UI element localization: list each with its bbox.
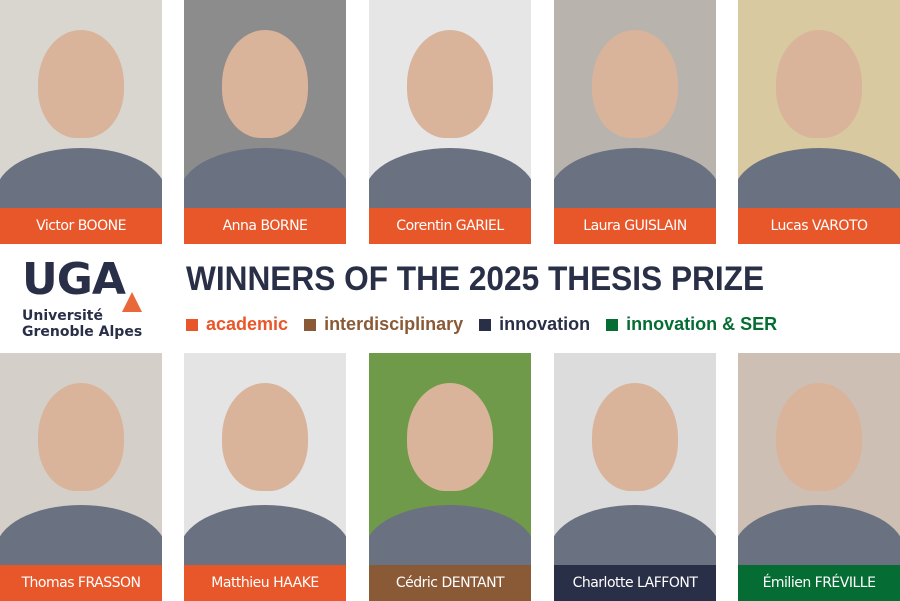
category-square-icon: [186, 318, 198, 331]
face-shape: [38, 30, 124, 138]
logo-name-line2: Grenoble Alpes: [22, 324, 143, 340]
category-item: interdisciplinary: [304, 314, 463, 335]
winner-photo: [738, 0, 900, 208]
winner-name: Corentin GARIEL: [369, 208, 531, 244]
winner-name: Cédric DENTANT: [369, 565, 531, 601]
winner-photo: [554, 0, 716, 208]
face-shape: [592, 30, 678, 138]
shoulders-shape: [738, 148, 900, 208]
winner-card: Lucas VAROTO: [738, 0, 900, 244]
face-shape: [776, 30, 862, 138]
logo-letters: UGA: [22, 254, 126, 305]
winner-card: Matthieu HAAKE: [184, 353, 346, 601]
category-item: innovation: [479, 314, 590, 335]
winner-photo: [369, 0, 531, 208]
winner-photo: [0, 0, 162, 208]
category-square-icon: [304, 318, 317, 331]
face-shape: [776, 383, 862, 491]
winner-name: Émilien FRÉVILLE: [738, 565, 900, 601]
winner-card: Cédric DENTANT: [369, 353, 531, 601]
shoulders-shape: [0, 148, 162, 208]
category-legend: academic interdisciplinary innovation innov…: [186, 314, 777, 335]
winner-photo: [369, 353, 531, 565]
shoulders-shape: [369, 148, 531, 208]
winner-card: Thomas FRASSON: [0, 353, 162, 601]
winner-photo: [554, 353, 716, 565]
logo-triangle-icon: [122, 292, 142, 312]
winner-photo: [738, 353, 900, 565]
face-shape: [407, 383, 493, 491]
category-label: innovation: [499, 314, 591, 334]
category-label: interdisciplinary: [324, 314, 464, 334]
winner-name: Laura GUISLAIN: [554, 208, 716, 244]
shoulders-shape: [184, 148, 346, 208]
winner-name: Anna BORNE: [184, 208, 346, 244]
winner-card: Anna BORNE: [184, 0, 346, 244]
face-shape: [592, 383, 678, 491]
category-square-icon: [479, 318, 492, 331]
category-square-icon: [606, 318, 619, 331]
winner-photo: [184, 353, 346, 565]
shoulders-shape: [554, 148, 716, 208]
winner-card: Charlotte LAFFONT: [554, 353, 716, 601]
face-shape: [222, 30, 308, 138]
winner-name: Charlotte LAFFONT: [554, 565, 716, 601]
face-shape: [407, 30, 493, 138]
shoulders-shape: [738, 505, 900, 565]
winner-name: Thomas FRASSON: [0, 565, 162, 601]
uga-logo: UGA Université Grenoble Alpes: [22, 254, 143, 341]
category-label: innovation & SER: [626, 314, 778, 334]
shoulders-shape: [369, 505, 531, 565]
shoulders-shape: [554, 505, 716, 565]
face-shape: [222, 383, 308, 491]
winner-name: Lucas VAROTO: [738, 208, 900, 244]
winner-name: Victor BOONE: [0, 208, 162, 244]
winner-photo: [0, 353, 162, 565]
category-item: academic: [186, 314, 288, 335]
page-title: WINNERS OF THE 2025 THESIS PRIZE: [186, 260, 765, 298]
winner-card: Laura GUISLAIN: [554, 0, 716, 244]
shoulders-shape: [0, 505, 162, 565]
category-item: innovation & SER: [606, 314, 777, 335]
logo-name-line1: Université: [22, 308, 103, 324]
winner-card: Corentin GARIEL: [369, 0, 531, 244]
face-shape: [38, 383, 124, 491]
winner-photo: [184, 0, 346, 208]
winner-card: Victor BOONE: [0, 0, 162, 244]
winner-name: Matthieu HAAKE: [184, 565, 346, 601]
winner-card: Émilien FRÉVILLE: [738, 353, 900, 601]
category-label: academic: [206, 314, 289, 334]
shoulders-shape: [184, 505, 346, 565]
